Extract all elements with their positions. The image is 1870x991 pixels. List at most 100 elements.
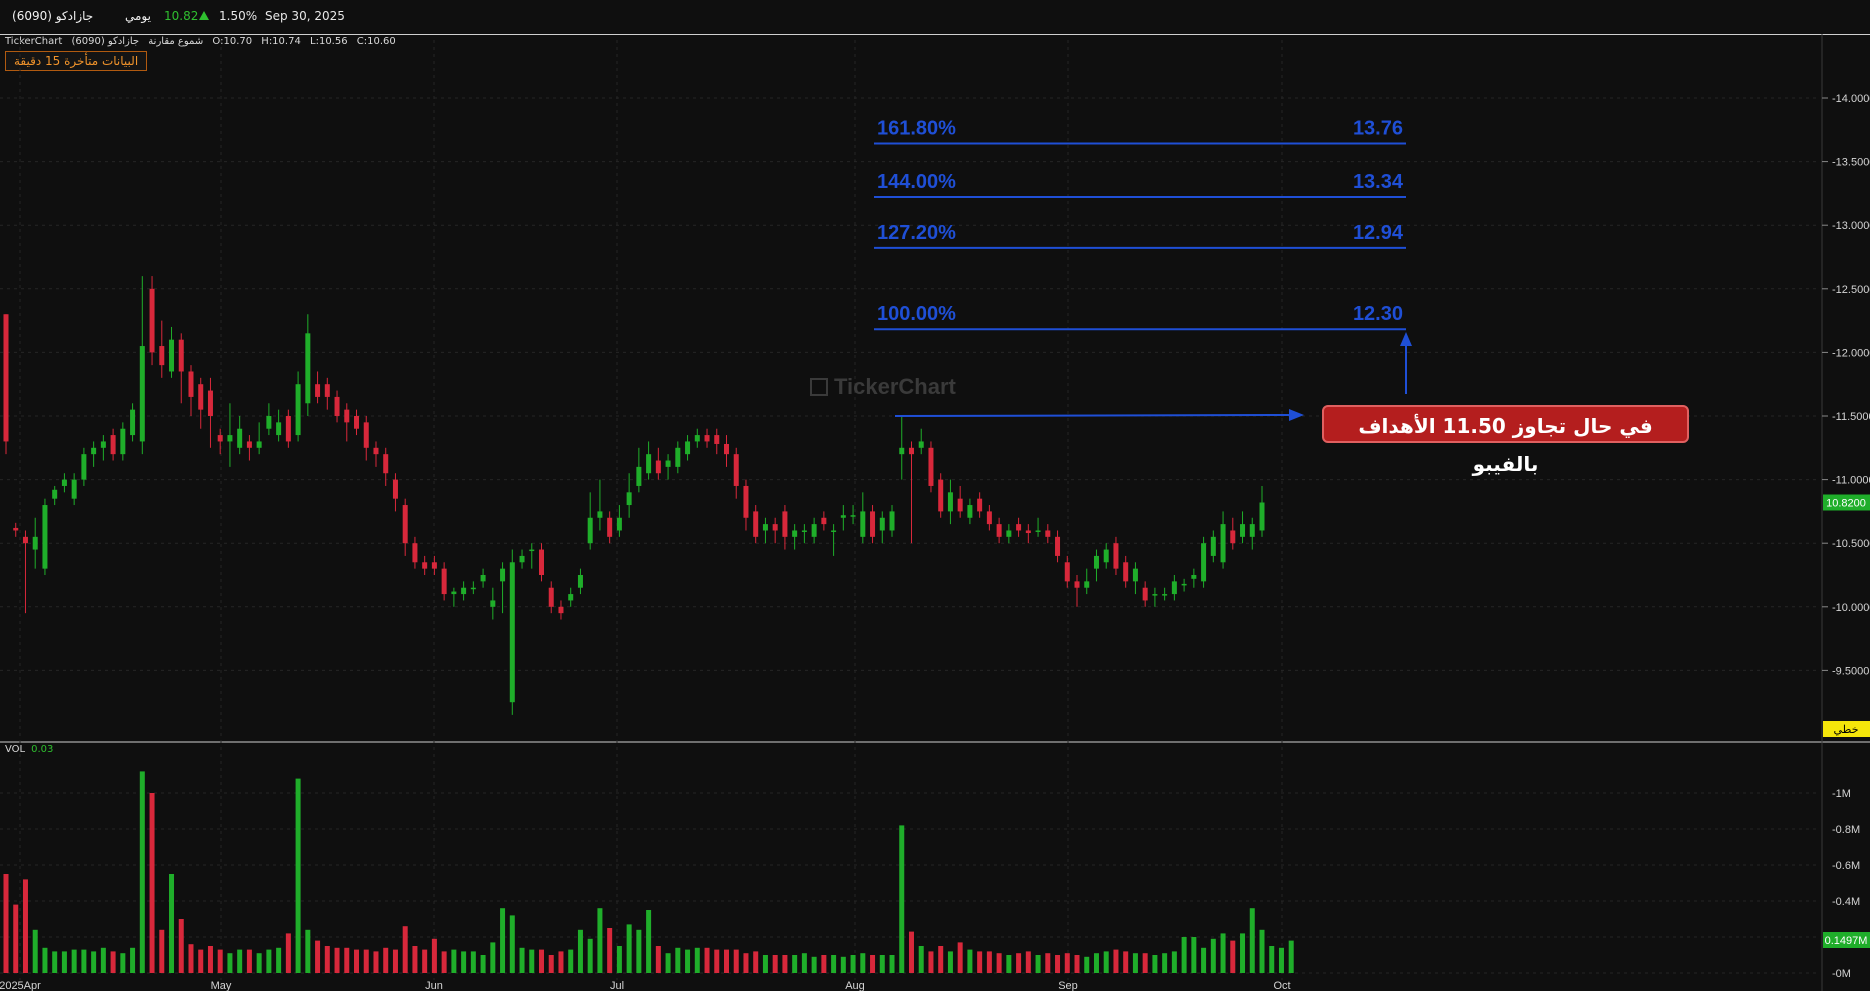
y-tick-label: -13.0000 bbox=[1832, 220, 1870, 232]
mode-tag bbox=[1823, 721, 1870, 737]
candle-body bbox=[548, 587, 554, 607]
candle-body bbox=[71, 479, 77, 499]
volume-tick-label: -0.4M bbox=[1832, 896, 1860, 908]
candle-body bbox=[646, 454, 652, 474]
volume-bar bbox=[723, 949, 729, 973]
y-tick-label: -14.0000 bbox=[1832, 93, 1870, 105]
volume-bar bbox=[159, 929, 165, 973]
volume-bar bbox=[1249, 908, 1255, 973]
volume-bar bbox=[704, 947, 710, 973]
candle-body bbox=[266, 416, 272, 429]
candle-body bbox=[1240, 524, 1246, 537]
volume-bar bbox=[636, 929, 642, 973]
volume-bar bbox=[32, 929, 38, 973]
y-tick-label: -10.5000 bbox=[1832, 538, 1870, 550]
candle-body bbox=[675, 447, 681, 467]
x-tick-label: May bbox=[211, 980, 232, 991]
candle-body bbox=[753, 511, 759, 537]
volume-bar bbox=[908, 931, 914, 973]
candle-body bbox=[607, 517, 613, 537]
candle-body bbox=[665, 460, 671, 467]
candle-body bbox=[1210, 536, 1216, 556]
volume-bar bbox=[655, 946, 661, 973]
volume-bar bbox=[694, 947, 700, 973]
candle-body bbox=[1249, 524, 1255, 537]
y-tick-label: -11.0000 bbox=[1832, 475, 1870, 487]
candle-body bbox=[178, 339, 184, 372]
candle-body bbox=[908, 447, 914, 455]
candle-body bbox=[334, 396, 340, 416]
volume-bar bbox=[490, 942, 496, 973]
candle-body bbox=[61, 479, 67, 486]
volume-bar bbox=[1230, 940, 1236, 973]
volume-bar bbox=[61, 951, 67, 973]
candle-body bbox=[42, 505, 48, 569]
volume-bar bbox=[850, 955, 856, 973]
candle-body bbox=[188, 371, 194, 397]
candle-body bbox=[655, 460, 661, 474]
candle-body bbox=[1006, 530, 1012, 537]
candle-body bbox=[811, 524, 817, 537]
candle-body bbox=[480, 575, 486, 582]
candle-body bbox=[207, 390, 213, 416]
fib-level-percent: 144.00% bbox=[877, 171, 956, 193]
period-label[interactable]: يومي bbox=[125, 9, 151, 23]
candle-body bbox=[285, 416, 291, 442]
y-tick-label: -10.0000 bbox=[1832, 602, 1870, 614]
candle-body bbox=[685, 441, 691, 455]
volume-bar bbox=[1084, 956, 1090, 973]
volume-bar bbox=[1288, 940, 1294, 973]
volume-bar bbox=[344, 947, 350, 973]
candle-body bbox=[938, 479, 944, 512]
candle-body bbox=[762, 524, 768, 531]
volume-bar bbox=[558, 951, 564, 973]
candle-body bbox=[558, 606, 564, 614]
candle-body bbox=[237, 428, 243, 448]
volume-bar bbox=[1171, 951, 1177, 973]
volume-bar bbox=[246, 949, 252, 973]
candle-body bbox=[169, 339, 175, 372]
candle-body bbox=[782, 511, 788, 537]
candle-body bbox=[1181, 583, 1187, 586]
symbol-title[interactable]: جازادكو (6090) bbox=[12, 9, 94, 23]
volume-bar bbox=[392, 949, 398, 973]
candle-body bbox=[636, 466, 642, 486]
candle-body bbox=[1025, 530, 1031, 534]
volume-bar bbox=[519, 947, 525, 973]
candle-body bbox=[714, 435, 720, 444]
candle-body bbox=[52, 489, 58, 499]
volume-bar bbox=[42, 947, 48, 973]
volume-bar bbox=[1220, 933, 1226, 973]
candle-body bbox=[977, 498, 983, 512]
volume-bar bbox=[227, 953, 233, 973]
volume-bar bbox=[587, 938, 593, 973]
candle-body bbox=[412, 543, 418, 563]
volume-bar bbox=[967, 949, 973, 973]
candle-body bbox=[315, 384, 321, 397]
candle-body bbox=[227, 435, 233, 442]
candle-body bbox=[1142, 587, 1148, 601]
volume-bar bbox=[130, 947, 136, 973]
candle-body bbox=[461, 587, 467, 595]
volume-bar bbox=[1064, 953, 1070, 973]
volume-bar bbox=[1240, 933, 1246, 973]
candle-body bbox=[947, 492, 953, 512]
x-tick-label: Sep bbox=[1058, 980, 1078, 991]
candle-body bbox=[1113, 543, 1119, 569]
volume-bar bbox=[412, 946, 418, 973]
volume-tick-label: -1M bbox=[1832, 788, 1851, 800]
candle-body bbox=[159, 346, 165, 366]
candle-body bbox=[1123, 562, 1129, 582]
callout-annotation[interactable]: في حال تجاوز 11.50 الأهداف بالفيبو bbox=[1322, 405, 1689, 476]
volume-bar bbox=[1142, 953, 1148, 973]
candle-body bbox=[870, 511, 876, 537]
volume-bar bbox=[431, 938, 437, 973]
candle-body bbox=[1201, 543, 1207, 582]
volume-bar bbox=[100, 947, 106, 973]
candle-body bbox=[149, 288, 155, 353]
volume-bar bbox=[1093, 953, 1099, 973]
volume-bar bbox=[772, 955, 778, 973]
arrow-head-right-icon bbox=[1289, 409, 1304, 421]
volume-bar bbox=[879, 955, 885, 973]
